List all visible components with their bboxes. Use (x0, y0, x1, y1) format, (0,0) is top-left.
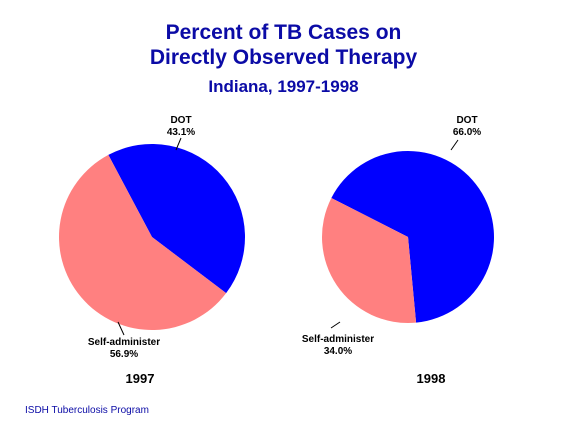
pie-1998-slice-value-0: 66.0% (453, 127, 481, 138)
pie-1998-slice-label-1: Self-administer (302, 334, 374, 345)
pie-1997-slice-self-administer (59, 154, 227, 331)
chart-title: Percent of TB Cases on (165, 21, 402, 44)
pie-1998-slice-self-administer (321, 197, 417, 324)
chart-title-line2: Directly Observed Therapy (149, 46, 418, 69)
pie-1998-slice-label-0: DOT (456, 115, 477, 126)
pie-1997-slice-label-1: Self-administer (88, 337, 160, 348)
pie-1997-year-label: 1997 (126, 371, 155, 386)
pie-1997-leader-0 (175, 137, 182, 151)
pie-1998-leader-1 (330, 321, 341, 329)
chart-subtitle: Indiana, 1997-1998 (208, 77, 359, 96)
pie-1997-slice-dot (108, 144, 246, 294)
pie-1998-leader-0 (450, 139, 459, 151)
footer-source: ISDH Tuberculosis Program (25, 405, 149, 416)
pie-1997-slice-label-0: DOT (170, 115, 191, 126)
pie-1998-year-label: 1998 (417, 371, 446, 386)
pie-1998-slice-dot (331, 151, 494, 323)
pie-1997-slice-value-1: 56.9% (110, 349, 138, 360)
pie-1998-slice-value-1: 34.0% (324, 346, 352, 357)
pie-1997-slice-value-0: 43.1% (167, 127, 195, 138)
pie-1997-leader-1 (117, 321, 125, 336)
